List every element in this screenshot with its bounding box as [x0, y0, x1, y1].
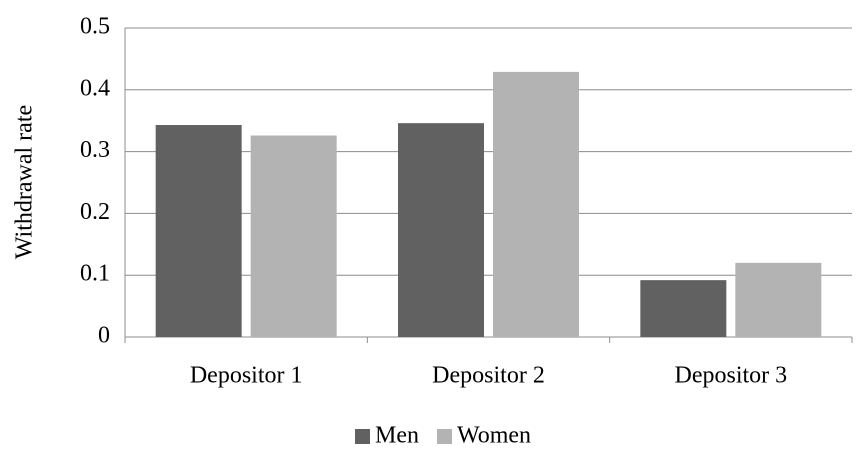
- bar: [493, 71, 579, 338]
- y-tick-label: 0.5: [80, 14, 110, 40]
- x-tick-label: Depositor 3: [675, 363, 788, 389]
- legend-label: Women: [457, 423, 531, 449]
- y-tick-label: 0: [98, 323, 110, 349]
- bar: [735, 262, 822, 337]
- legend-label: Men: [375, 423, 419, 449]
- bar: [398, 123, 484, 337]
- y-tick-label: 0.2: [80, 199, 110, 225]
- y-tick-label: 0.1: [80, 261, 110, 287]
- y-tick-label: 0.4: [80, 75, 110, 101]
- legend-swatch: [437, 429, 452, 444]
- legend-swatch: [355, 429, 370, 444]
- y-axis-label: Withdrawal rate: [12, 105, 38, 259]
- y-tick-label: 0.3: [80, 137, 110, 163]
- bar: [250, 135, 337, 337]
- x-tick-label: Depositor 2: [432, 363, 545, 389]
- bar: [640, 280, 727, 337]
- x-tick-label: Depositor 1: [190, 363, 303, 389]
- bar: [155, 125, 242, 337]
